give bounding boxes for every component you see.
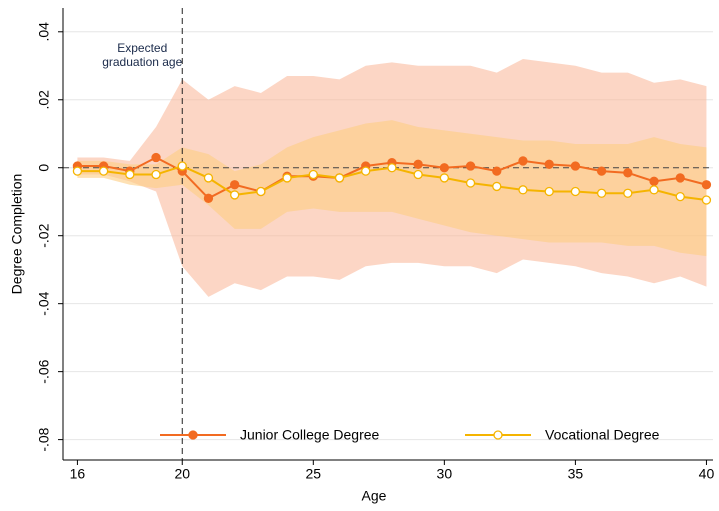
point	[544, 159, 554, 169]
legend-label: Junior College Degree	[240, 427, 380, 443]
y-axis-title: Degree Completion	[9, 174, 25, 295]
y-tick-label: -.02	[36, 223, 52, 247]
point	[465, 161, 476, 171]
annotation: graduation age	[102, 55, 182, 69]
point	[439, 163, 450, 173]
point	[544, 186, 554, 197]
x-tick-label: 35	[568, 466, 584, 482]
confidence-band	[77, 120, 707, 257]
point	[596, 188, 607, 198]
point	[701, 180, 712, 190]
point	[256, 186, 266, 197]
point	[151, 169, 161, 180]
y-tick-label: -.08	[36, 427, 52, 451]
x-tick-label: 16	[70, 466, 86, 482]
x-tick-label: 30	[437, 466, 453, 482]
y-tick-label: .04	[36, 22, 52, 42]
point	[518, 185, 528, 195]
point	[203, 173, 214, 183]
point	[125, 169, 135, 180]
point	[649, 185, 659, 195]
point	[465, 178, 476, 188]
point	[98, 166, 109, 176]
point	[649, 176, 659, 186]
y-tick-label: .02	[36, 90, 52, 110]
point	[72, 166, 83, 176]
point	[701, 195, 712, 205]
point	[177, 161, 187, 171]
y-tick-label: 0	[36, 164, 52, 172]
x-tick-label: 20	[174, 466, 190, 482]
y-tick-label: -.06	[36, 359, 52, 383]
point	[203, 193, 214, 203]
y-tick-label: -.04	[36, 291, 52, 315]
point	[334, 173, 345, 183]
point	[151, 152, 161, 163]
point	[361, 166, 371, 176]
annotation: Expected	[117, 41, 167, 55]
point	[675, 173, 685, 183]
point	[413, 159, 423, 169]
point	[413, 169, 423, 180]
point	[230, 180, 240, 190]
point	[596, 166, 607, 176]
point	[308, 169, 318, 180]
point	[387, 163, 397, 173]
point	[282, 173, 292, 183]
point	[570, 161, 581, 171]
x-axis-title: Age	[362, 488, 387, 504]
point	[439, 173, 450, 183]
x-tick-label: 40	[699, 466, 715, 482]
legend-label: Vocational Degree	[545, 427, 660, 443]
point	[623, 188, 633, 198]
point	[518, 156, 528, 166]
point	[492, 166, 502, 176]
point	[230, 190, 240, 200]
point	[675, 191, 685, 202]
legend-marker	[188, 430, 198, 440]
point	[623, 168, 633, 178]
legend-marker	[493, 430, 503, 440]
x-tick-label: 25	[306, 466, 322, 482]
point	[570, 186, 581, 197]
point	[492, 181, 502, 192]
